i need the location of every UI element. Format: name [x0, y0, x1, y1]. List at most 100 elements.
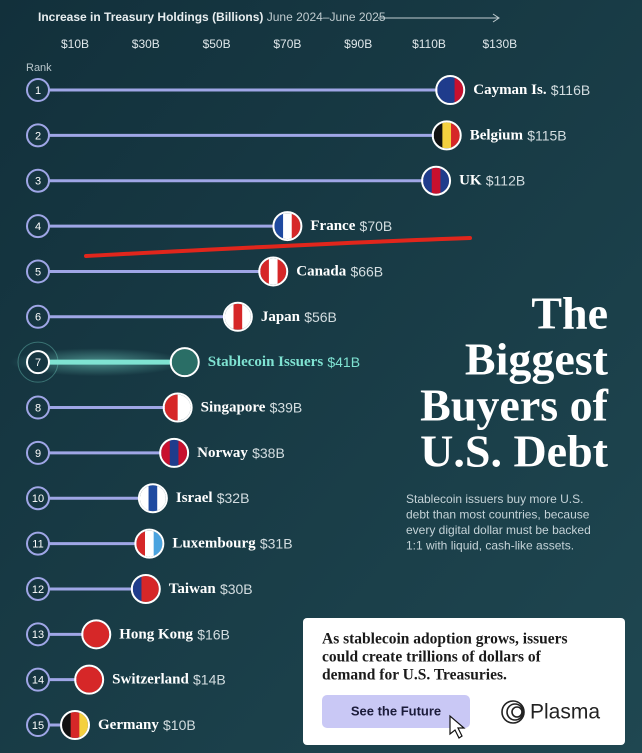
flag-stripe	[291, 213, 301, 240]
rank-circle	[26, 395, 50, 420]
subtitle-line: debt than most countries, because	[406, 508, 590, 522]
flag-ring	[134, 528, 165, 559]
rank-circle	[26, 259, 50, 284]
flag	[76, 666, 103, 693]
subtitle-line: every digital dollar must be backed	[406, 523, 591, 537]
category-label: Stablecoin Issuers	[208, 355, 324, 371]
value-label: $31B	[260, 535, 293, 551]
rank-circle	[26, 304, 50, 329]
flag-ring	[137, 483, 168, 514]
rank-number: 4	[35, 221, 41, 233]
rows: 1 Cayman Is. $116B 2 Belgium $115B 3 UK $112B…	[10, 75, 590, 741]
row-label: Japan $56B	[261, 309, 337, 326]
row-label: Germany $10B	[98, 717, 196, 734]
cursor-icon	[449, 714, 466, 739]
flag-stripe	[132, 575, 142, 602]
rank-number: 3	[35, 176, 41, 188]
flag-stripe	[283, 213, 293, 240]
value-label: $39B	[270, 399, 303, 415]
flag	[83, 621, 110, 648]
flag-stripe	[277, 258, 287, 285]
value-label: $70B	[360, 218, 393, 234]
flag-stripe	[224, 303, 235, 330]
rank-circle	[26, 531, 50, 556]
flag-stripe	[136, 530, 146, 557]
value-label: $116B	[551, 82, 590, 98]
flag-stripe	[433, 122, 443, 149]
row-label: Switzerland $14B	[112, 671, 226, 688]
callout-line: demand for U.S. Treasuries.	[322, 667, 507, 684]
flag-stripe	[454, 77, 464, 103]
rank-number: 10	[32, 493, 44, 505]
rank-circle	[26, 123, 50, 148]
value-label: $30B	[220, 581, 253, 597]
rank-number: 12	[32, 584, 44, 596]
row-label: Singapore $39B	[201, 399, 303, 416]
flag-stripe	[157, 485, 166, 512]
rank-number: 11	[32, 539, 43, 551]
callout: As stablecoin adoption grows, issuerscou…	[322, 631, 568, 684]
rank-circle	[26, 667, 50, 692]
flag-stripe	[79, 712, 88, 739]
flag	[433, 122, 460, 149]
row-label: Taiwan $30B	[169, 581, 253, 598]
callout-line: could create trillions of dollars of	[322, 649, 542, 666]
row-label: Stablecoin Issuers $41B	[208, 354, 360, 371]
flag	[139, 485, 166, 512]
axis-title-main: Increase in Treasury Holdings (Billions)	[38, 10, 263, 24]
flag-stripe	[150, 575, 159, 602]
flag-stripe	[423, 167, 433, 194]
flag-ring	[162, 392, 193, 423]
row-label: Canada $66B	[296, 263, 383, 280]
flag-stripe	[70, 712, 80, 739]
subtitle-line: Stablecoin issuers buy more U.S.	[406, 492, 583, 506]
flag-stripe	[440, 167, 450, 194]
flag-ring	[169, 347, 200, 378]
flag-stripe	[171, 349, 198, 376]
title-line: The	[531, 288, 608, 339]
x-tick-label: $90B	[344, 37, 372, 51]
category-label: Germany	[98, 717, 159, 733]
flag	[260, 258, 287, 285]
category-label: Switzerland	[112, 672, 189, 688]
rank-circle	[26, 168, 50, 193]
rank-number: 14	[32, 675, 44, 687]
value-label: $10B	[163, 717, 196, 733]
row-label: Israel $32B	[176, 490, 250, 507]
flag-stripe	[164, 394, 179, 421]
annotation-underline	[84, 236, 472, 258]
x-tick-label: $50B	[203, 37, 231, 51]
value-label: $56B	[304, 309, 337, 325]
category-label: Norway	[197, 445, 248, 461]
callout-line: As stablecoin adoption grows, issuers	[322, 631, 568, 648]
rank-number: 1	[35, 85, 41, 97]
title-line: Biggest	[465, 334, 609, 385]
flag-stripe	[451, 122, 460, 149]
flag-stripe	[161, 439, 171, 466]
rank-label: Rank	[26, 62, 52, 74]
brand-logo	[501, 700, 525, 724]
flag-stripe	[445, 77, 456, 103]
rank-circle	[26, 486, 50, 511]
value-label: $16B	[197, 626, 230, 642]
flag-stripe	[431, 167, 441, 194]
flag-stripe	[76, 666, 103, 693]
flag	[161, 439, 188, 466]
row-label: UK $112B	[459, 172, 525, 189]
category-label: France	[310, 219, 355, 235]
flag-stripe	[260, 258, 270, 285]
x-tick-label: $130B	[482, 37, 517, 51]
cta-button[interactable]	[322, 695, 470, 728]
flag	[164, 394, 191, 421]
category-label: UK	[459, 173, 482, 189]
flag-stripe	[141, 575, 151, 602]
row-label: Cayman Is. $116B	[473, 82, 590, 99]
rank-number: 15	[32, 720, 44, 732]
flag-stripe	[274, 213, 284, 240]
cta-label[interactable]: See the Future	[351, 703, 441, 718]
category-label: Canada	[296, 264, 347, 280]
flag-stripe	[139, 485, 150, 512]
value-label: $38B	[252, 445, 285, 461]
flag-stripe	[233, 303, 243, 330]
axis-arrow-head	[492, 13, 500, 23]
